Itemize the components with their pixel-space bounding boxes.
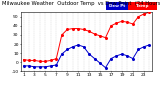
Text: Dew Pt: Dew Pt xyxy=(109,4,125,8)
Text: Temp: Temp xyxy=(136,4,149,8)
Text: Milwaukee Weather  Outdoor Temp  vs Dew Point  (24 Hours): Milwaukee Weather Outdoor Temp vs Dew Po… xyxy=(2,1,160,6)
